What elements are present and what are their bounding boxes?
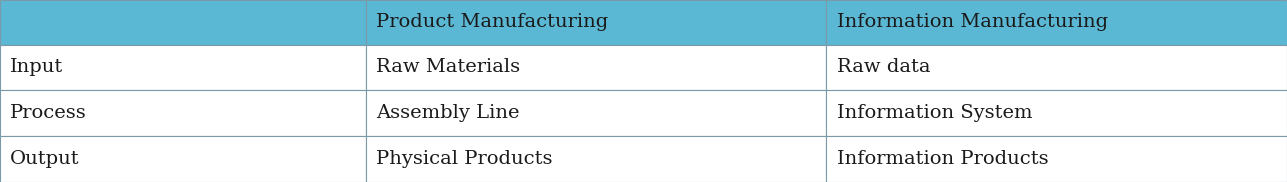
Bar bbox=[366, 0, 826, 45]
Bar bbox=[826, 90, 1287, 136]
Text: Information System: Information System bbox=[837, 104, 1032, 122]
Bar bbox=[0, 0, 366, 45]
Text: Raw data: Raw data bbox=[837, 58, 931, 76]
Text: Information Products: Information Products bbox=[837, 150, 1048, 168]
Text: Assembly Line: Assembly Line bbox=[376, 104, 519, 122]
Bar bbox=[826, 0, 1287, 45]
Bar bbox=[0, 136, 366, 182]
Text: Input: Input bbox=[10, 58, 63, 76]
Bar bbox=[366, 45, 826, 90]
Text: Physical Products: Physical Products bbox=[376, 150, 552, 168]
Bar bbox=[826, 45, 1287, 90]
Text: Information Manufacturing: Information Manufacturing bbox=[837, 13, 1108, 31]
Bar bbox=[0, 45, 366, 90]
Text: Process: Process bbox=[10, 104, 88, 122]
Text: Raw Materials: Raw Materials bbox=[376, 58, 520, 76]
Text: Output: Output bbox=[10, 150, 80, 168]
Bar bbox=[366, 136, 826, 182]
Text: Product Manufacturing: Product Manufacturing bbox=[376, 13, 607, 31]
Bar bbox=[0, 90, 366, 136]
Bar bbox=[826, 136, 1287, 182]
Bar bbox=[366, 90, 826, 136]
